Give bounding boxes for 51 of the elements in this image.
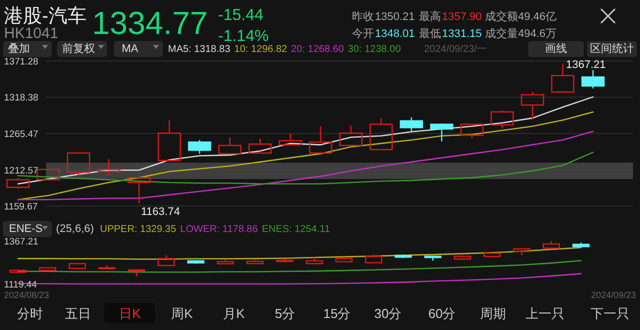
text: 1357.90	[442, 11, 482, 23]
text: 成交量494.6万	[485, 27, 557, 40]
chart-title: 港股-汽车	[4, 6, 86, 27]
text: 1348.01	[375, 28, 415, 40]
text: 2024/08/23	[4, 290, 50, 300]
text: 1334.77	[92, 5, 208, 41]
text: MA5: 1318.83	[168, 44, 231, 55]
text: -1.14%	[218, 28, 269, 45]
text: 1350.21	[375, 11, 415, 23]
text: 下一只	[590, 306, 630, 321]
text: 30分	[374, 306, 402, 321]
text: 最低	[419, 28, 441, 40]
text: 15分	[323, 306, 351, 321]
y-tick-label: 1371.28	[4, 56, 38, 68]
text: 30: 1238.00	[348, 44, 402, 55]
text: UPPER: 1329.35	[100, 224, 177, 235]
text: 5分	[274, 306, 296, 321]
text: 叠加	[8, 42, 30, 55]
text: 今开	[352, 28, 374, 40]
text: LOWER: 1178.86	[180, 224, 258, 235]
y-tick-label: 1265.47	[4, 129, 38, 140]
text: 前复权	[62, 43, 95, 55]
text: 月K	[223, 306, 246, 321]
text: 10: 1296.82	[234, 44, 288, 55]
text: 1331.15	[442, 28, 482, 40]
y-tick-label: 1318.38	[4, 92, 38, 104]
text: 周期	[480, 306, 506, 321]
text: 周K	[171, 306, 194, 321]
annotation: 1367.21	[566, 59, 606, 71]
text: ENE-S	[9, 223, 43, 235]
text: 日K	[119, 306, 142, 321]
y-tick-label: 1367.21	[4, 236, 38, 248]
text: 2024/09/23	[590, 290, 636, 300]
text: 1163.74	[141, 206, 180, 218]
text: 上一只	[526, 306, 564, 321]
text: ENES: 1254.11	[262, 224, 330, 235]
y-tick-label: 1159.67	[4, 202, 38, 212]
text: 五日	[65, 306, 91, 321]
text: -15.44	[218, 7, 264, 24]
text: 20: 1268.60	[291, 44, 344, 55]
text: 60分	[428, 306, 456, 321]
text: 分时	[17, 306, 43, 321]
text: 昨收	[352, 11, 374, 23]
text: MA	[122, 43, 139, 55]
chart-subtitle: HK1041	[4, 25, 58, 42]
text: (25,6,6)	[56, 223, 94, 235]
text: 成交额49.46亿	[485, 10, 557, 23]
text: 画线	[545, 42, 567, 55]
text: 2024/09/23/一	[424, 44, 487, 55]
text: 区间统计	[590, 42, 634, 55]
text: 最高	[419, 10, 441, 23]
